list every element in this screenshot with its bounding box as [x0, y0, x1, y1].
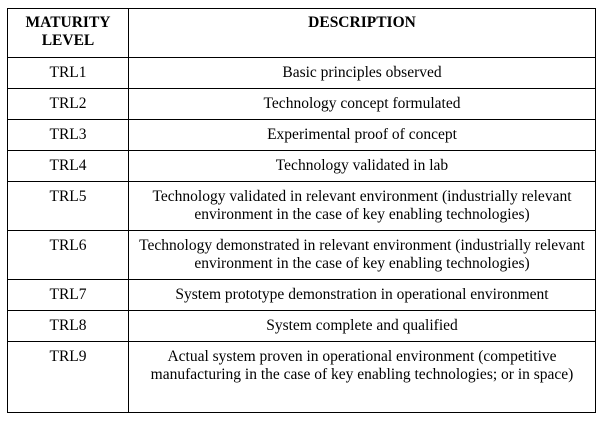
- description-cell: Technology demonstrated in relevant envi…: [128, 230, 596, 280]
- description-cell: Experimental proof of concept: [128, 119, 596, 151]
- table-row: TRL3 Experimental proof of concept: [7, 119, 596, 151]
- table-row: TRL9 Actual system proven in operational …: [7, 341, 596, 413]
- description-cell: System prototype demonstration in operat…: [128, 279, 596, 311]
- header-row: MATURITY LEVEL DESCRIPTION: [7, 8, 596, 58]
- maturity-level-cell: TRL6: [7, 230, 129, 280]
- maturity-level-cell: TRL8: [7, 310, 129, 342]
- trl-table: MATURITY LEVEL DESCRIPTION TRL1 Basic pri…: [7, 8, 596, 413]
- header-description: DESCRIPTION: [128, 8, 596, 58]
- table-row: TRL5 Technology validated in relevant env…: [7, 181, 596, 231]
- description-cell: Technology concept formulated: [128, 88, 596, 120]
- maturity-level-cell: TRL7: [7, 279, 129, 311]
- maturity-level-cell: TRL5: [7, 181, 129, 231]
- table-row: TRL4 Technology validated in lab: [7, 150, 596, 182]
- description-cell: Technology validated in relevant environ…: [128, 181, 596, 231]
- table-row: TRL7 System prototype demonstration in op…: [7, 279, 596, 311]
- table-row: TRL6 Technology demonstrated in relevant …: [7, 230, 596, 280]
- header-maturity-level: MATURITY LEVEL: [7, 8, 129, 58]
- maturity-level-cell: TRL2: [7, 88, 129, 120]
- maturity-level-cell: TRL4: [7, 150, 129, 182]
- description-cell: Technology validated in lab: [128, 150, 596, 182]
- description-cell: Actual system proven in operational envi…: [128, 341, 596, 413]
- description-cell: Basic principles observed: [128, 57, 596, 89]
- table-row: TRL1 Basic principles observed: [7, 57, 596, 89]
- maturity-level-cell: TRL9: [7, 341, 129, 413]
- table-row: TRL2 Technology concept formulated: [7, 88, 596, 120]
- maturity-level-cell: TRL3: [7, 119, 129, 151]
- description-cell: System complete and qualified: [128, 310, 596, 342]
- table-row: TRL8 System complete and qualified: [7, 310, 596, 342]
- maturity-level-cell: TRL1: [7, 57, 129, 89]
